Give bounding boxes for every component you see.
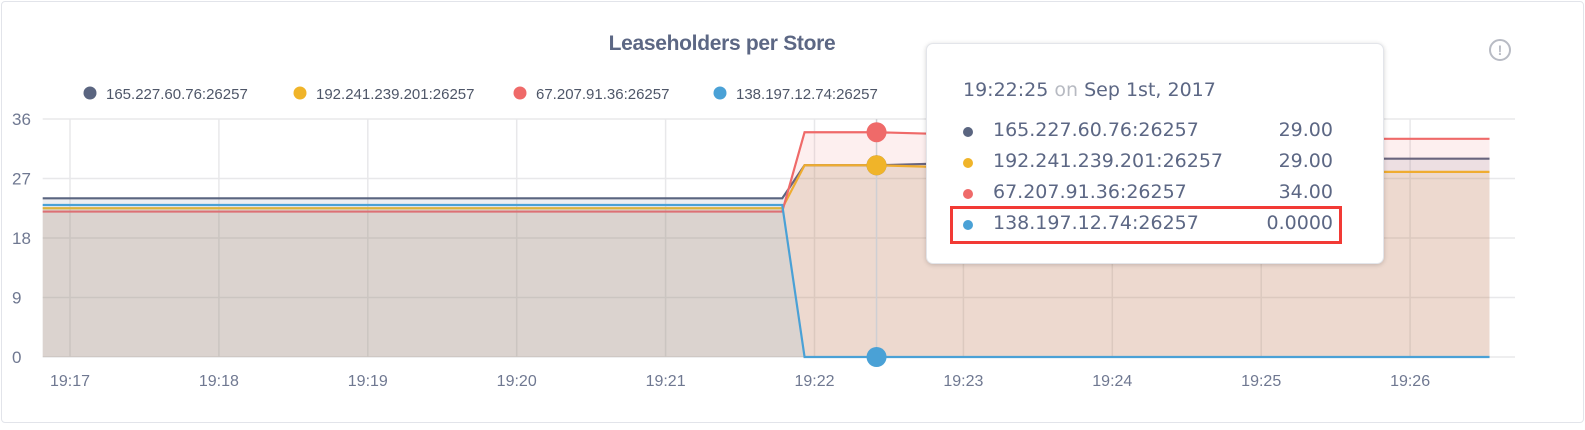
- tooltip-row-value: 29.00: [1278, 150, 1333, 172]
- x-tick-label: 19:22: [794, 373, 834, 390]
- series-dot: [963, 158, 973, 168]
- info-icon[interactable]: !: [1489, 39, 1511, 61]
- chart-tooltip: 19:22:25 on Sep 1st, 2017 165.227.60.76:…: [926, 43, 1384, 264]
- y-tick-label: 9: [12, 289, 21, 308]
- tooltip-row: 165.227.60.76:26257 29.00: [963, 117, 1333, 147]
- x-tick-label: 19:19: [348, 373, 388, 390]
- x-tick-label: 19:25: [1241, 373, 1281, 390]
- y-tick-label: 36: [12, 110, 31, 129]
- legend-dot: [513, 86, 527, 100]
- y-tick-label: 27: [12, 170, 31, 189]
- x-tick-label: 19:24: [1092, 373, 1132, 390]
- tooltip-header: 19:22:25 on Sep 1st, 2017: [963, 79, 1216, 101]
- series-dot: [963, 189, 973, 199]
- series-area: [42, 204, 1490, 357]
- tooltip-row-name: 192.241.239.201:26257: [993, 150, 1224, 172]
- x-tick-label: 19:26: [1390, 373, 1430, 390]
- tooltip-row-name: 165.227.60.76:26257: [993, 119, 1199, 141]
- hover-marker: [866, 122, 887, 143]
- tooltip-row-value: 34.00: [1278, 181, 1333, 203]
- legend-label: 67.207.91.36:26257: [536, 86, 669, 103]
- tooltip-on: on: [1054, 79, 1079, 101]
- x-tick-label: 19:23: [943, 373, 983, 390]
- highlight-box: [950, 206, 1342, 244]
- y-tick-label: 18: [12, 229, 31, 248]
- legend-dot: [83, 86, 97, 100]
- x-tick-label: 19:21: [646, 373, 686, 390]
- tooltip-time: 19:22:25: [963, 79, 1049, 101]
- legend-label: 192.241.239.201:26257: [316, 86, 475, 103]
- tooltip-row-value: 0.0000: [1266, 212, 1333, 234]
- chart-title: Leaseholders per Store: [608, 32, 836, 55]
- legend-dot: [293, 86, 307, 100]
- hover-marker: [866, 155, 887, 176]
- legend-label: 165.227.60.76:26257: [106, 86, 248, 103]
- tooltip-row-name: 138.197.12.74:26257: [993, 212, 1199, 234]
- tooltip-row: 67.207.91.36:26257 34.00: [963, 179, 1333, 209]
- x-tick-label: 19:18: [199, 373, 239, 390]
- tooltip-row: 192.241.239.201:26257 29.00: [963, 148, 1333, 178]
- tooltip-row-name: 67.207.91.36:26257: [993, 181, 1187, 203]
- tooltip-date: Sep 1st, 2017: [1084, 79, 1216, 101]
- series-line: [42, 203, 1490, 359]
- tooltip-row: 138.197.12.74:26257 0.0000: [963, 210, 1333, 240]
- series-dot: [963, 220, 973, 230]
- y-tick-label: 0: [12, 348, 21, 367]
- series-dot: [963, 127, 973, 137]
- tooltip-row-value: 29.00: [1278, 119, 1333, 141]
- legend-label: 138.197.12.74:26257: [736, 86, 878, 103]
- hover-marker: [866, 347, 887, 367]
- legend-dot: [713, 86, 727, 100]
- x-tick-label: 19:17: [50, 373, 90, 390]
- x-tick-label: 19:20: [497, 373, 537, 390]
